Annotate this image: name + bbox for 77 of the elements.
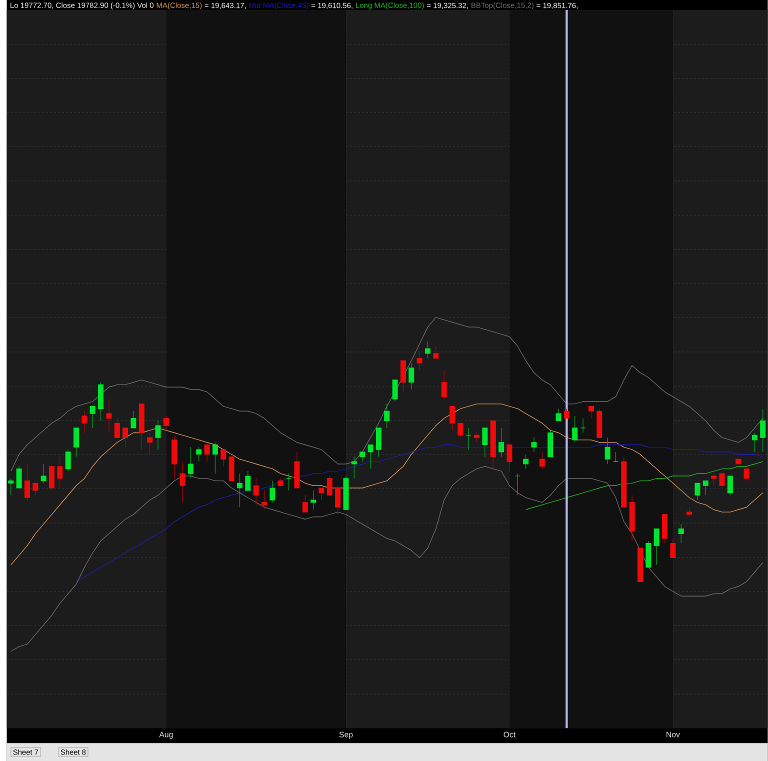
candlestick <box>702 480 708 496</box>
candlestick <box>392 380 398 402</box>
candlestick <box>32 482 38 496</box>
candlestick <box>474 432 480 443</box>
candlestick <box>310 490 316 510</box>
candlestick <box>670 538 676 558</box>
candlestick <box>270 480 276 503</box>
candlestick <box>408 362 414 390</box>
candlestick <box>458 422 464 438</box>
candlestick <box>368 444 374 470</box>
candlestick <box>384 404 390 428</box>
candlestick <box>24 464 30 500</box>
candlestick <box>612 452 618 462</box>
candlestick <box>253 478 259 506</box>
candlestick <box>122 428 128 448</box>
candlestick <box>564 408 570 419</box>
candlestick <box>604 437 610 464</box>
candlestick <box>400 360 406 392</box>
candlestick <box>539 452 545 470</box>
candlestick <box>57 456 63 488</box>
candlestick <box>40 464 46 484</box>
candlestick <box>155 420 161 450</box>
candlestick <box>711 473 717 486</box>
candlestick <box>8 478 14 496</box>
candlestick <box>326 476 332 496</box>
candlestick <box>686 506 692 518</box>
candlestick <box>245 470 251 491</box>
candlestick <box>727 476 733 496</box>
candlestick <box>752 432 758 452</box>
candlestick <box>694 482 700 500</box>
candlestick <box>74 428 80 458</box>
candlestick <box>114 418 120 438</box>
candlestick <box>760 408 766 452</box>
candlestick <box>450 406 456 431</box>
candlestick <box>514 473 520 496</box>
candlestick <box>556 408 562 422</box>
candlestick <box>106 398 112 434</box>
candlestick <box>678 524 684 544</box>
candlestick <box>433 346 439 359</box>
candlestick <box>90 406 96 428</box>
candlestick <box>506 444 512 472</box>
candlestick <box>147 432 153 455</box>
candlestick <box>482 428 488 458</box>
candlestick <box>531 437 537 452</box>
candlestick <box>220 449 226 467</box>
candlestick <box>719 473 725 488</box>
candlestick <box>196 446 202 462</box>
candlestick <box>376 428 382 458</box>
candlestick <box>441 370 447 400</box>
candlestick <box>416 350 422 371</box>
candlestick <box>212 442 218 474</box>
candlestick <box>588 406 594 419</box>
candlestick <box>744 468 750 482</box>
candlestick <box>82 410 88 434</box>
candlestick <box>188 446 194 479</box>
candlestick <box>360 452 366 462</box>
candlestick <box>424 341 430 359</box>
candlestick <box>262 490 268 510</box>
candlestick <box>65 449 71 472</box>
candlestick <box>130 410 136 428</box>
candlestick <box>580 418 586 434</box>
candlestick <box>286 473 292 491</box>
candlestick <box>302 494 308 512</box>
candlestick <box>318 488 324 500</box>
candlestick <box>654 528 660 566</box>
candlestick <box>204 444 210 462</box>
candlestick <box>163 416 169 431</box>
candlestick <box>466 428 472 450</box>
candlestick <box>180 461 186 503</box>
candlestick <box>236 473 242 508</box>
candlestick <box>498 428 504 458</box>
candlestick <box>351 456 357 479</box>
candlestick <box>572 416 578 443</box>
candlestick <box>523 454 529 470</box>
candlestick <box>48 466 54 491</box>
candlestick <box>16 466 22 488</box>
candlestick <box>335 485 341 515</box>
